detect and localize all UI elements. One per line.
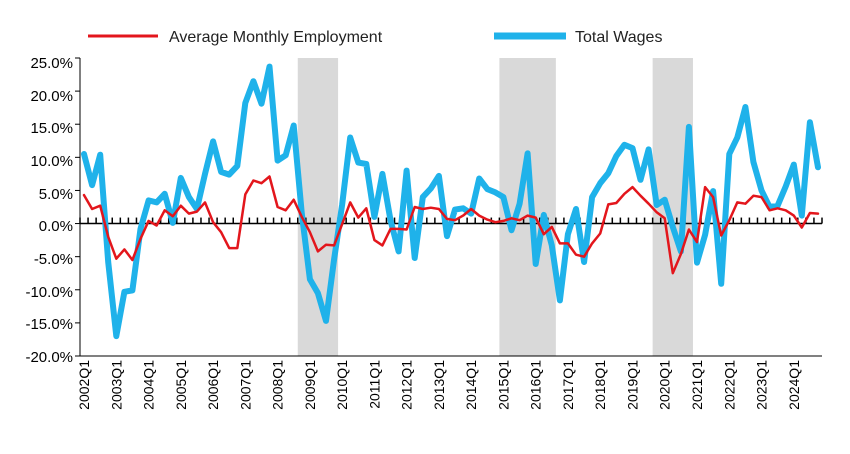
series-line-employment [82,175,820,275]
x-tick-label: 2015Q1 [495,360,511,410]
y-tick-label: 20.0% [30,88,73,105]
x-tick-label: 2014Q1 [463,360,479,410]
series-line-wages [81,63,821,340]
x-tick-label: 2003Q1 [108,360,124,410]
x-tick-label: 2007Q1 [237,360,253,410]
x-tick-label: 2024Q1 [786,360,802,410]
y-tick-label: 0.0% [39,218,73,235]
x-tick-label: 2020Q1 [657,360,673,410]
y-tick-label: -10.0% [25,284,73,301]
legend-label-employment: Average Monthly Employment [169,29,383,46]
y-tick-label: 15.0% [30,120,73,137]
shaded-period [297,58,339,356]
x-tick-label: 2022Q1 [721,360,737,410]
x-tick-label: 2013Q1 [431,360,447,410]
legend: Average Monthly Employment Total Wages [88,29,662,46]
x-tick-label: 2005Q1 [173,360,189,410]
x-tick-label: 2016Q1 [528,360,544,410]
y-tick-label: -5.0% [34,251,73,268]
x-tick-label: 2008Q1 [270,360,286,410]
y-tick-label: -20.0% [25,349,73,366]
x-tick-label: 2017Q1 [560,360,576,410]
x-tick-labels: 2002Q1 2003Q1 2004Q1 2005Q1 2006Q1 2007Q1 2008… [76,360,802,410]
x-tick-label: 2021Q1 [689,360,705,410]
x-tick-label: 2010Q1 [334,360,350,410]
y-tick-labels: 25.0% 20.0% 15.0% 10.0% 5.0% 0.0% -5.0% … [25,55,73,366]
y-tick-label: 10.0% [30,153,73,170]
x-tick-label: 2018Q1 [592,360,608,410]
y-tick-label: 5.0% [39,186,73,203]
series-lines [81,63,821,340]
recession-shading-layer [297,58,693,356]
x-tick-label: 2023Q1 [754,360,770,410]
x-tick-label: 2002Q1 [76,360,92,410]
x-tick-label: 2004Q1 [141,360,157,410]
x-tick-label: 2011Q1 [366,360,382,409]
x-tick-label: 2009Q1 [302,360,318,410]
x-tick-label: 2019Q1 [624,360,640,410]
legend-label-wages: Total Wages [575,29,662,46]
y-tick-label: -15.0% [25,316,73,333]
x-tick-label: 2012Q1 [399,360,415,410]
y-tick-label: 25.0% [30,55,73,72]
x-tick-label: 2006Q1 [205,360,221,410]
